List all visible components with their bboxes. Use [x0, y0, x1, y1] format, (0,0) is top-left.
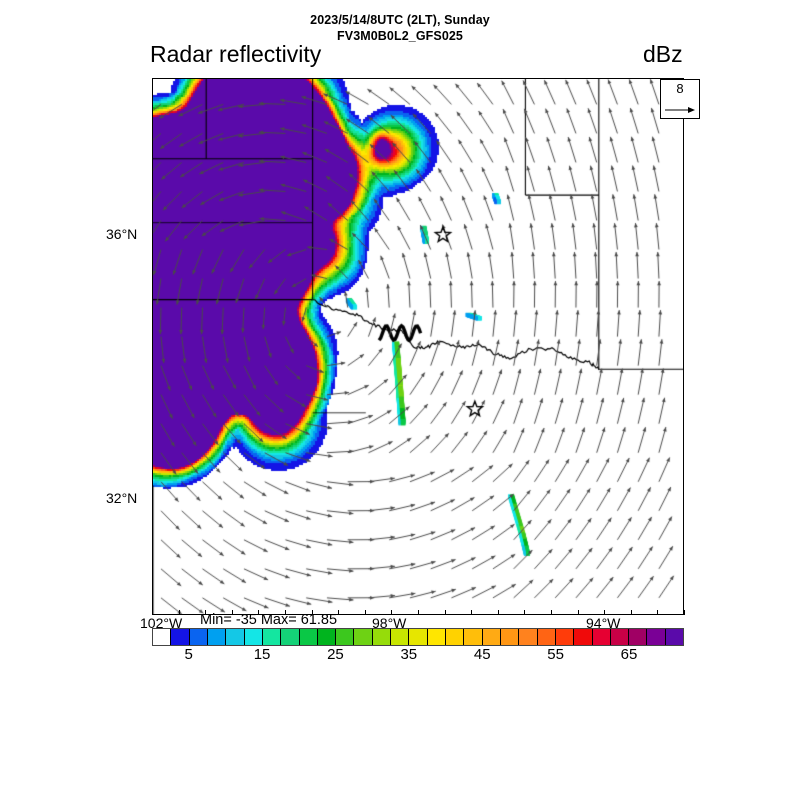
wind-reference-value: 8 [676, 81, 684, 96]
colorbar-swatch-6 [262, 629, 282, 645]
colorbar-swatch-20 [519, 629, 538, 645]
colorbar-swatch-0 [153, 629, 172, 645]
colorbar-swatch-24 [592, 629, 611, 645]
colorbar-tick-65: 65 [620, 646, 638, 663]
colorbar-tick-labels: 5 15 25 35 45 55 65 [152, 646, 684, 666]
colorbar-swatch-26 [629, 629, 648, 645]
colorbar[interactable] [152, 628, 684, 646]
colorbar-tick-15: 15 [253, 646, 271, 663]
header-model-id: FV3M0B0L2_GFS025 [337, 29, 463, 43]
right-arrow-icon [665, 107, 695, 113]
axis-label-lon-98: 98°W [372, 615, 407, 631]
page-title: Radar reflectivity [150, 41, 322, 67]
colorbar-swatch-1 [171, 629, 190, 645]
colorbar-swatch-2 [189, 629, 208, 645]
colorbar-tick-35: 35 [400, 646, 418, 663]
colorbar-swatch-4 [226, 629, 245, 645]
colorbar-swatch-14 [409, 629, 428, 645]
min-max-stats: Min= -35 Max= 61.85 [200, 612, 338, 628]
colorbar-swatch-7 [281, 629, 300, 645]
colorbar-swatch-17 [464, 629, 483, 645]
colorbar-swatch-21 [537, 629, 556, 645]
colorbar-swatch-22 [555, 629, 575, 645]
colorbar-swatch-15 [427, 629, 446, 645]
x-axis-ticks [152, 610, 685, 616]
axis-label-lon-102: 102°W [140, 615, 183, 631]
axis-label-lat-36: 36°N [106, 226, 138, 242]
colorbar-tick-55: 55 [547, 646, 564, 663]
colorbar-swatch-5 [244, 629, 263, 645]
colorbar-swatch-18 [482, 629, 501, 645]
colorbar-swatch-13 [391, 629, 410, 645]
colorbar-tick-5: 5 [184, 646, 193, 663]
colorbar-tick-45: 45 [473, 646, 491, 663]
colorbar-swatch-19 [500, 629, 520, 645]
colorbar-swatch-16 [446, 629, 465, 645]
colorbar-swatch-11 [354, 629, 373, 645]
axis-label-lon-94: 94°W [586, 615, 621, 631]
colorbar-swatch-9 [317, 629, 337, 645]
colorbar-swatch-12 [372, 629, 392, 645]
colorbar-swatch-28 [665, 629, 684, 645]
colorbar-swatch-8 [299, 629, 318, 645]
wind-reference-vector-legend: 8 [660, 79, 700, 119]
axis-label-lat-32: 32°N [106, 490, 138, 506]
colorbar-swatch-25 [610, 629, 630, 645]
radar-map-plot[interactable] [152, 78, 684, 615]
unit-label: dBz [643, 41, 683, 67]
colorbar-swatch-23 [574, 629, 593, 645]
header-date: 2023/5/14/8UTC (2LT), Sunday [310, 13, 490, 27]
colorbar-swatch-3 [207, 629, 227, 645]
colorbar-swatch-27 [647, 629, 666, 645]
colorbar-swatch-10 [336, 629, 355, 645]
colorbar-tick-25: 25 [327, 646, 344, 663]
radar-reflectivity-canvas [153, 79, 683, 614]
